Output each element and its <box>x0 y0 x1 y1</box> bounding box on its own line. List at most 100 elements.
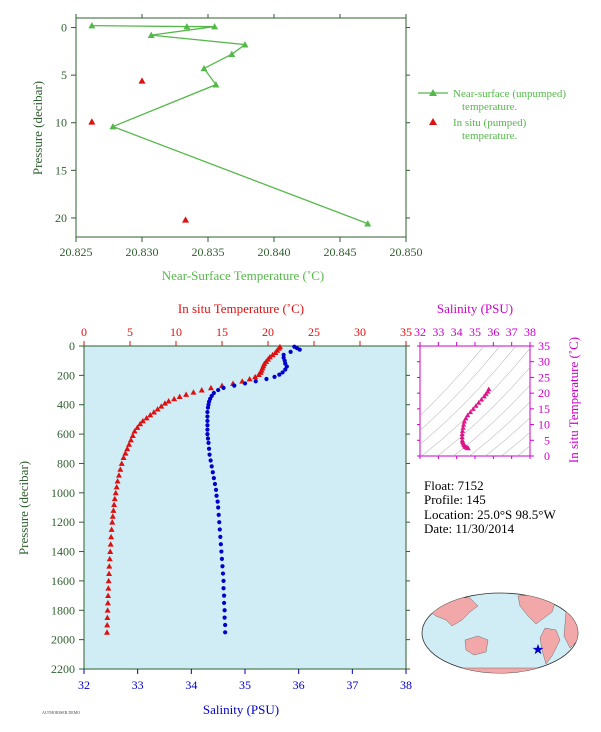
temperature-tick-label: 10 <box>170 325 182 339</box>
map-australia-landmass <box>464 635 489 656</box>
salinity-point <box>280 370 285 375</box>
map-antarctica-landmass <box>429 667 571 673</box>
ts-x-tick-label: 34 <box>451 325 463 339</box>
density-contour <box>453 384 530 456</box>
ts-x-tick-label: 38 <box>524 325 536 339</box>
temperature-point <box>269 351 276 358</box>
near-surface-x-tick-label: 20.835 <box>192 245 225 259</box>
legend-label-near-surface: Near-surface (unpumped) temperature. <box>453 88 569 113</box>
pressure-axis-label: Pressure (decibar) <box>16 461 31 555</box>
temperature-tick-label: 35 <box>400 325 412 339</box>
salinity-point <box>220 564 225 569</box>
near-surface-point <box>200 64 208 72</box>
temperature-point <box>190 389 197 395</box>
ts-point <box>459 431 465 437</box>
near-surface-point <box>183 23 191 30</box>
salinity-point <box>232 383 237 388</box>
ts-plot-frame <box>419 345 531 457</box>
salinity-point <box>223 630 228 635</box>
ts-point <box>460 425 466 430</box>
pressure-tick-label: 800 <box>57 456 75 470</box>
temperature-point <box>143 414 150 421</box>
near-surface-x-tick-label: 20.850 <box>390 245 423 259</box>
world-map <box>421 592 579 674</box>
near-surface-y-tick-label: 10 <box>55 116 67 130</box>
near-surface-x-axis-label: Near-Surface Temperature (˚C) <box>162 268 324 283</box>
profile-number: Profile: 145 <box>424 492 486 507</box>
temperature-point <box>104 607 111 613</box>
salinity-point <box>206 440 211 445</box>
temperature-point <box>176 393 183 400</box>
near-surface-y-tick-label: 20 <box>55 211 67 225</box>
temperature-point <box>114 478 121 484</box>
ts-x-tick-label: 35 <box>469 325 481 339</box>
near-surface-y-tick-label: 0 <box>61 21 67 35</box>
temperature-point <box>171 395 178 402</box>
near-surface-y-axis-label: Pressure (decibar) <box>30 81 45 175</box>
temperature-point <box>110 507 117 513</box>
salinity-point <box>218 542 223 547</box>
temperature-tick-label: 30 <box>354 325 366 339</box>
salinity-point <box>217 520 222 525</box>
near-surface-point <box>364 220 372 227</box>
salinity-point <box>216 505 221 510</box>
temperature-point <box>108 526 115 532</box>
ts-y-tick-label: 10 <box>538 418 550 432</box>
ts-y-tick-label: 30 <box>538 355 550 369</box>
salinity-point <box>205 436 211 441</box>
temperature-point <box>104 599 111 606</box>
temperature-point <box>107 541 114 547</box>
pressure-tick-label: 2000 <box>51 633 75 647</box>
temperature-point <box>111 495 118 502</box>
near-surface-x-tick-label: 20.845 <box>324 245 357 259</box>
temperature-point <box>272 349 279 356</box>
ts-point <box>465 445 471 451</box>
temperature-point <box>161 400 168 406</box>
temperature-point <box>198 387 205 393</box>
salinity-profile-series <box>205 344 302 635</box>
temperature-point <box>158 403 165 409</box>
ts-point <box>465 412 471 418</box>
salinity-point <box>221 593 227 598</box>
temperature-point <box>104 614 111 621</box>
temperature-point <box>106 570 113 576</box>
pressure-tick-label: 1800 <box>51 603 75 617</box>
density-contour <box>420 346 517 445</box>
density-contour <box>469 401 530 456</box>
temperature-point <box>117 466 124 472</box>
salinity-point <box>220 571 226 576</box>
salinity-point <box>209 464 214 469</box>
footer-stamp: AUTHORISER DEMO <box>42 710 80 715</box>
near-surface-series <box>88 22 372 227</box>
temperature-point <box>105 585 112 591</box>
salinity-point <box>205 409 210 415</box>
temperature-tick-label: 0 <box>81 325 87 339</box>
salinity-point <box>214 493 219 498</box>
temperature-point <box>111 501 118 507</box>
salinity-point <box>223 622 228 628</box>
salinity-tick-label: 32 <box>78 678 90 692</box>
near-surface-x-tick-label: 20.825 <box>60 245 93 259</box>
salinity-point <box>217 527 222 532</box>
profile-chart: In situ Temperature (˚C) 0 5 10 15 20 25 30 35 … <box>16 301 412 717</box>
pressure-axis-ticks: 0 200 400 600 800 1000 1200 1400 1600 1800 2000 220… <box>51 339 410 676</box>
in-situ-point <box>88 118 96 125</box>
ts-diagram: Salinity (PSU) 32 33 34 35 36 37 38 0 510 15 20 25… <box>414 301 581 463</box>
salinity-point <box>218 534 223 539</box>
ts-point <box>478 396 485 402</box>
near-surface-point <box>88 22 96 29</box>
near-surface-point <box>147 31 155 38</box>
salinity-point <box>297 347 302 352</box>
near-surface-y-ticks: 0 5 10 15 20 <box>55 21 410 225</box>
density-contour <box>437 366 530 456</box>
salinity-point <box>205 427 210 432</box>
ts-points-series <box>459 386 492 451</box>
temperature-point <box>122 450 129 456</box>
temperature-point <box>104 629 110 635</box>
temperature-point <box>126 441 133 447</box>
salinity-point <box>283 367 288 372</box>
ts-point <box>467 409 474 415</box>
float-info: Float: 7152 Profile: 145 Location: 25.0°… <box>424 478 556 536</box>
pressure-tick-label: 200 <box>57 368 75 382</box>
